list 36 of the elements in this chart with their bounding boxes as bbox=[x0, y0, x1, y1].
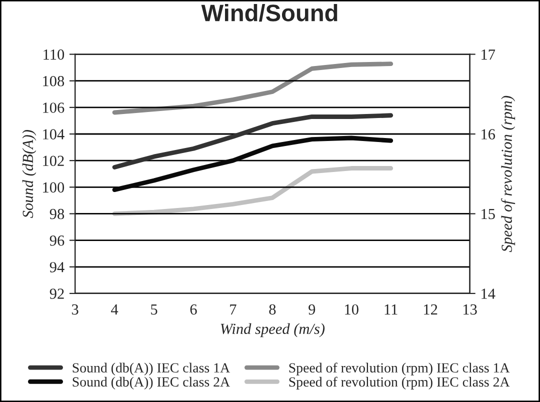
x-tick-label: 8 bbox=[269, 304, 276, 315]
y-tick-label: 110 bbox=[44, 49, 64, 60]
y2-tick-label: 17 bbox=[482, 49, 496, 60]
y-tick-label: 104 bbox=[43, 129, 64, 140]
y2-axis-title: Speed of revolution (rpm) bbox=[501, 96, 516, 252]
x-tick-label: 7 bbox=[230, 304, 236, 314]
x-tick-label: 9 bbox=[308, 304, 316, 315]
chart-title: Wind/Sound bbox=[201, 4, 338, 22]
line-series bbox=[112, 166, 394, 216]
line-series bbox=[112, 113, 394, 170]
y-tick-label: 106 bbox=[43, 102, 64, 113]
y-tick-label: 108 bbox=[43, 76, 64, 86]
y-tick-label: 98 bbox=[50, 208, 64, 220]
y-tick-label: 94 bbox=[50, 262, 64, 272]
y2-tick-label: 15 bbox=[482, 208, 495, 220]
x-tick-label: 12 bbox=[424, 304, 438, 314]
x-tick-label: 5 bbox=[151, 304, 158, 315]
x-tick-label: 10 bbox=[345, 304, 358, 315]
x-tick-label: 6 bbox=[190, 304, 197, 315]
legend-label: Sound (db(A)) IEC class 2A bbox=[72, 376, 230, 390]
x-tick-label: 4 bbox=[111, 304, 118, 314]
x-tick-label: 11 bbox=[384, 304, 398, 314]
y2-tick-label: 14 bbox=[482, 288, 496, 299]
y-tick-label: 100 bbox=[43, 182, 64, 193]
y-tick-label: 102 bbox=[43, 156, 64, 166]
x-axis-title: Wind speed (m/s) bbox=[220, 323, 325, 338]
x-tick-label: 3 bbox=[72, 304, 78, 315]
legend-label: Speed of revolution (rpm) IEC class 2A bbox=[289, 376, 510, 390]
y-tick-label: 92 bbox=[50, 288, 64, 299]
line-series bbox=[112, 62, 394, 115]
legend-label: Sound (db(A)) IEC class 1A bbox=[72, 362, 230, 376]
x-tick-label: 13 bbox=[464, 304, 477, 315]
y-axis-title: Sound (dB(A)) bbox=[22, 130, 36, 218]
legend-label: Speed of revolution (rpm) IEC class 1A bbox=[289, 362, 510, 376]
y-tick-label: 96 bbox=[50, 235, 64, 246]
y2-tick-label: 16 bbox=[482, 129, 496, 140]
